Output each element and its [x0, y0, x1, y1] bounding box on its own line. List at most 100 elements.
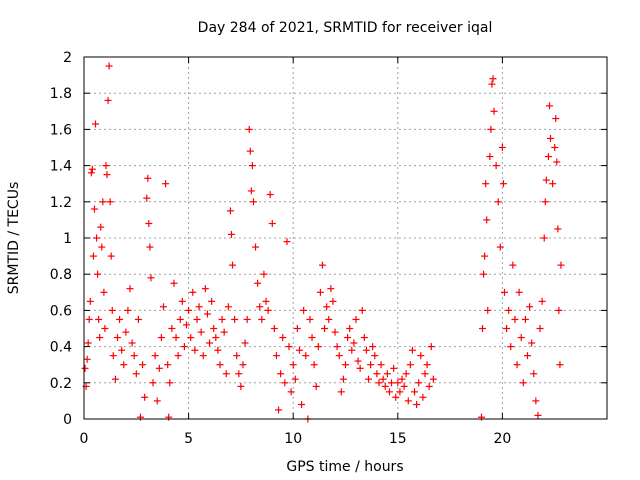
data-point [107, 252, 115, 260]
data-point [120, 361, 128, 369]
data-point [281, 379, 289, 387]
data-point [162, 180, 170, 188]
data-point [229, 261, 237, 269]
data-point [327, 285, 335, 293]
data-point [246, 147, 254, 155]
x-tick-label: 10 [284, 431, 302, 447]
data-point [241, 339, 249, 347]
data-point [87, 169, 95, 177]
data-point [187, 334, 195, 342]
data-point [227, 230, 235, 238]
data-point [394, 379, 402, 387]
data-point [549, 180, 557, 188]
data-point [538, 297, 546, 305]
data-point [151, 352, 159, 360]
data-point [419, 393, 427, 401]
data-point [534, 411, 542, 419]
data-point [362, 346, 370, 354]
y-tick-label: 1.8 [50, 86, 72, 102]
x-tick-label: 5 [184, 431, 193, 447]
data-point [239, 361, 247, 369]
data-point [96, 334, 104, 342]
data-point [83, 355, 91, 363]
data-point [383, 370, 391, 378]
data-point [344, 334, 352, 342]
data-point [170, 279, 178, 287]
data-point [168, 325, 176, 332]
data-point [417, 352, 425, 360]
data-point [128, 339, 136, 347]
data-point [323, 303, 331, 311]
data-point [146, 243, 154, 251]
grid-lines [84, 57, 607, 419]
data-point [231, 315, 239, 323]
data-point [390, 364, 398, 372]
data-point [490, 107, 498, 115]
data-point [279, 334, 287, 342]
data-point [247, 187, 255, 195]
data-point [85, 315, 93, 323]
data-point [298, 401, 306, 409]
data-point [489, 75, 497, 83]
data-point [287, 388, 295, 396]
data-point [174, 352, 182, 360]
data-point [183, 321, 191, 329]
data-point [544, 153, 552, 161]
data-point [155, 364, 163, 372]
data-point [310, 361, 318, 369]
data-point [157, 334, 165, 342]
data-point [262, 297, 270, 305]
data-point [185, 306, 193, 314]
data-point [492, 162, 500, 170]
data-point [415, 379, 423, 387]
data-point [126, 285, 134, 293]
data-point [92, 120, 100, 128]
data-point [122, 328, 130, 336]
data-point [339, 375, 347, 383]
y-tick-label: 0.8 [50, 267, 72, 283]
data-point [482, 180, 490, 188]
data-point [99, 198, 107, 206]
data-point [541, 198, 549, 206]
data-point [333, 343, 341, 351]
data-point [480, 270, 488, 278]
data-point [484, 306, 492, 314]
data-point [423, 361, 431, 369]
data-point [337, 388, 345, 396]
data-point [408, 346, 416, 354]
data-point [496, 243, 504, 251]
data-point [555, 306, 563, 314]
data-point [100, 288, 108, 296]
data-point [556, 361, 564, 369]
data-point [486, 153, 494, 161]
data-point [260, 270, 268, 278]
data-point [109, 352, 117, 360]
y-tick-label: 0.6 [50, 303, 72, 319]
data-point [302, 352, 310, 360]
data-point [371, 352, 379, 360]
data-point [536, 325, 544, 332]
data-point [245, 125, 253, 133]
data-point [113, 334, 121, 342]
data-point [203, 310, 211, 318]
data-point [193, 315, 201, 323]
data-point [210, 325, 218, 332]
data-point [285, 343, 293, 351]
data-point [108, 306, 116, 314]
data-point [354, 357, 362, 365]
data-point [528, 339, 536, 347]
data-point [551, 144, 559, 151]
data-point [104, 96, 112, 104]
data-points [81, 62, 565, 423]
data-point [81, 364, 89, 372]
data-point [392, 393, 400, 401]
data-point [103, 171, 111, 179]
data-point [365, 375, 373, 383]
data-point [132, 370, 140, 378]
data-point [89, 252, 97, 260]
data-point [243, 315, 251, 323]
data-point [308, 334, 316, 342]
plot-frame [83, 56, 608, 420]
data-point [503, 325, 511, 332]
data-point [381, 382, 389, 390]
